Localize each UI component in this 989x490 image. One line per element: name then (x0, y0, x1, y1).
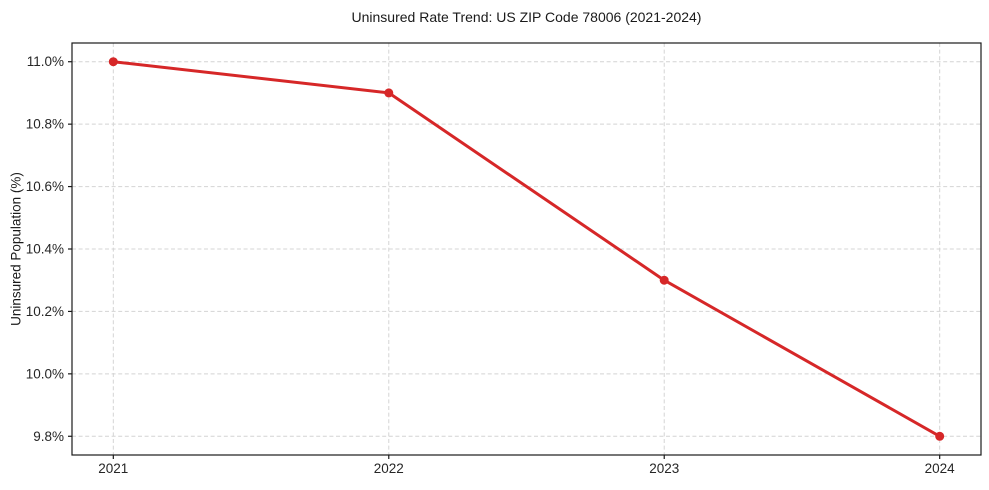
data-point-marker (384, 88, 394, 98)
y-tick-label: 10.2% (26, 304, 64, 319)
data-point-marker (935, 431, 945, 441)
data-point-marker (659, 275, 669, 285)
y-tick-label: 10.0% (26, 366, 64, 381)
trend-line (111, 60, 942, 438)
data-point-marker (108, 57, 118, 67)
x-tick-label: 2024 (925, 461, 956, 476)
y-tick-label: 10.4% (26, 242, 64, 257)
y-tick-label: 10.8% (26, 117, 64, 132)
x-tick-label: 2023 (649, 461, 679, 476)
y-tick-label: 10.6% (26, 179, 64, 194)
x-tick-label: 2022 (374, 461, 404, 476)
chart-title: Uninsured Rate Trend: US ZIP Code 78006 … (351, 9, 702, 25)
x-tick-label: 2021 (98, 461, 128, 476)
y-tick-label: 11.0% (27, 54, 64, 69)
y-tick-label: 9.8% (33, 429, 64, 444)
